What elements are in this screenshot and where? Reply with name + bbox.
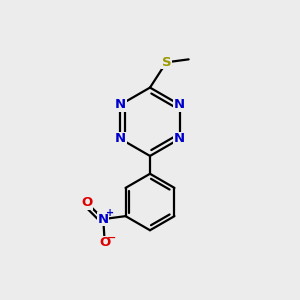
Text: N: N <box>115 98 126 111</box>
Text: O: O <box>99 236 110 249</box>
Text: N: N <box>174 132 185 146</box>
Text: +: + <box>106 208 114 218</box>
Text: S: S <box>161 56 171 69</box>
Text: N: N <box>115 132 126 146</box>
Text: O: O <box>81 196 92 209</box>
Text: −: − <box>106 232 116 242</box>
Text: N: N <box>98 213 109 226</box>
Text: N: N <box>174 98 185 111</box>
